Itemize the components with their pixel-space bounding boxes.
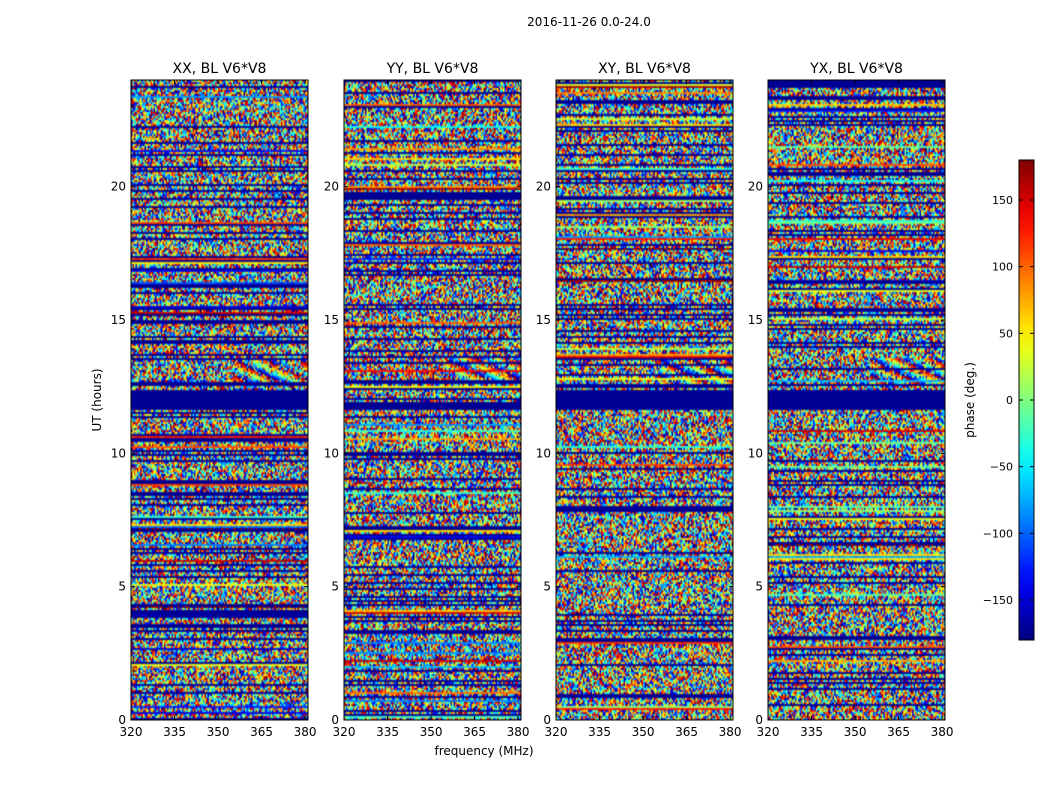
y-tick-label: 20 (111, 180, 126, 194)
x-tick-label: 380 (719, 725, 742, 739)
panel-frame-1 (130, 79, 309, 721)
colorbar: 150 100 50 0 −50 −100 −150 phase (deg.) (963, 159, 1035, 641)
y-tick-label: 0 (543, 713, 551, 727)
y-tick-label: 10 (748, 446, 763, 460)
colorbar-tick-label: −100 (983, 527, 1013, 540)
x-tick-label: 350 (632, 725, 655, 739)
colorbar-label: phase (deg.) (963, 362, 977, 438)
colorbar-tick-label: −150 (983, 594, 1013, 607)
colorbar-tick-label: −50 (990, 461, 1013, 474)
x-tick-label: 350 (207, 725, 230, 739)
heatmap-image-1 (131, 80, 308, 720)
x-tick-label: 335 (163, 725, 186, 739)
x-tick-label: 380 (507, 725, 530, 739)
y-tick-label: 15 (536, 313, 551, 327)
panel-title-4: YX, BL V6*V8 (809, 61, 903, 77)
x-axis-label: frequency (MHz) (434, 744, 533, 758)
x-tick-label: 350 (844, 725, 867, 739)
panel-1: XX, BL V6*V8 320 335 350 365 380 0 5 10 15 20 (111, 61, 317, 739)
x-tick-label: 320 (120, 725, 143, 739)
x-tick-label: 365 (675, 725, 698, 739)
x-tick-label: 320 (545, 725, 568, 739)
y-tick-label: 5 (543, 580, 551, 594)
panel-frame-3 (555, 79, 734, 721)
panel-frame-4 (767, 79, 946, 721)
y-tick-label: 10 (111, 446, 126, 460)
panel-2: YY, BL V6*V8 320 335 350 365 380 0 5 10 15 20 (324, 61, 530, 739)
x-tick-label: 365 (250, 725, 273, 739)
x-tick-label: 320 (757, 725, 780, 739)
x-tick-label: 320 (333, 725, 356, 739)
y-axis-label: UT (hours) (90, 368, 104, 431)
y-tick-label: 5 (118, 580, 126, 594)
panel-title-2: YY, BL V6*V8 (386, 61, 479, 77)
colorbar-tick-label: 0 (1006, 394, 1013, 407)
x-tick-label: 335 (588, 725, 611, 739)
heatmap-image-3 (556, 80, 733, 720)
y-tick-label: 0 (755, 713, 763, 727)
y-tick-label: 0 (331, 713, 339, 727)
x-tick-label: 365 (887, 725, 910, 739)
y-tick-label: 5 (755, 580, 763, 594)
y-tick-label: 20 (324, 180, 339, 194)
y-tick-label: 10 (324, 446, 339, 460)
y-tick-label: 5 (331, 580, 339, 594)
figure-suptitle: 2016-11-26 0.0-24.0 (527, 15, 651, 29)
colorbar-tick-label: 50 (999, 327, 1013, 340)
y-tick-label: 15 (324, 313, 339, 327)
x-tick-label: 350 (420, 725, 443, 739)
panel-title-1: XX, BL V6*V8 (173, 61, 267, 77)
panel-3: XY, BL V6*V8 320 335 350 365 380 0 5 10 15 20 (536, 61, 742, 739)
colorbar-tick-label: 150 (992, 194, 1013, 207)
y-tick-label: 15 (748, 313, 763, 327)
x-tick-label: 335 (800, 725, 823, 739)
panel-frame-2 (343, 79, 522, 721)
x-tick-label: 380 (294, 725, 317, 739)
y-tick-label: 10 (536, 446, 551, 460)
x-tick-label: 335 (376, 725, 399, 739)
y-tick-label: 15 (111, 313, 126, 327)
panel-4: YX, BL V6*V8 320 335 350 365 380 0 5 10 15 20 (748, 61, 954, 739)
panel-title-3: XY, BL V6*V8 (598, 61, 691, 77)
x-tick-label: 380 (931, 725, 954, 739)
heatmap-image-4 (768, 80, 945, 720)
y-tick-label: 0 (118, 713, 126, 727)
colorbar-tick-label: 100 (992, 261, 1013, 274)
heatmap-image-2 (344, 80, 521, 720)
y-tick-label: 20 (748, 180, 763, 194)
x-tick-label: 365 (463, 725, 486, 739)
y-tick-label: 20 (536, 180, 551, 194)
